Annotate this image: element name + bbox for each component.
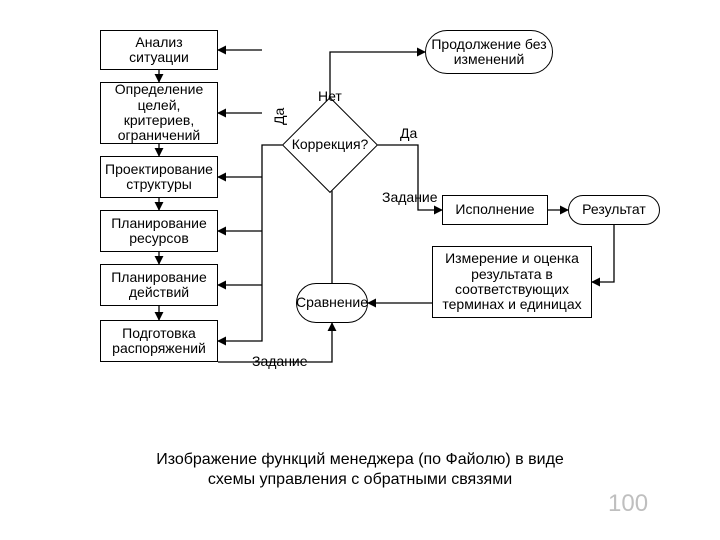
node-label: Определение целей, критериев, ограничени…: [105, 82, 213, 144]
node-compare: Сравнение: [296, 283, 368, 323]
node-continue: Продолжение без изменений: [425, 30, 553, 74]
node-structure: Проектирование структуры: [100, 156, 218, 198]
node-analysis: Анализ ситуации: [100, 30, 218, 70]
node-label: Подготовка распоряжений: [105, 326, 213, 357]
node-result: Результат: [568, 195, 660, 225]
label-task-top: Задание: [382, 190, 438, 205]
node-actions: Планирование действий: [100, 264, 218, 306]
node-label: Планирование действий: [105, 270, 213, 301]
node-resources: Планирование ресурсов: [100, 210, 218, 252]
label-no: Нет: [318, 89, 342, 104]
node-measure: Измерение и оценка результата в соответс…: [432, 246, 592, 318]
page-number: 100: [608, 490, 648, 518]
caption: Изображение функций менеджера (по Файолю…: [150, 450, 570, 490]
node-label: Проектирование структуры: [105, 162, 213, 193]
node-orders: Подготовка распоряжений: [100, 320, 218, 362]
node-label: Результат: [582, 202, 646, 217]
label-task-bot: Задание: [252, 354, 308, 369]
node-decision: Коррекция?: [296, 111, 364, 179]
node-label: Коррекция?: [296, 111, 364, 179]
node-label: Анализ ситуации: [105, 35, 213, 66]
label-yes-left: Да: [272, 108, 287, 125]
node-label: Продолжение без изменений: [430, 37, 548, 68]
label-yes-right: Да: [400, 126, 417, 141]
node-execute: Исполнение: [442, 195, 548, 225]
node-goals: Определение целей, критериев, ограничени…: [100, 82, 218, 144]
node-label: Исполнение: [455, 202, 534, 217]
node-label: Сравнение: [296, 295, 368, 310]
node-label: Планирование ресурсов: [105, 216, 213, 247]
node-label: Измерение и оценка результата в соответс…: [437, 251, 587, 313]
